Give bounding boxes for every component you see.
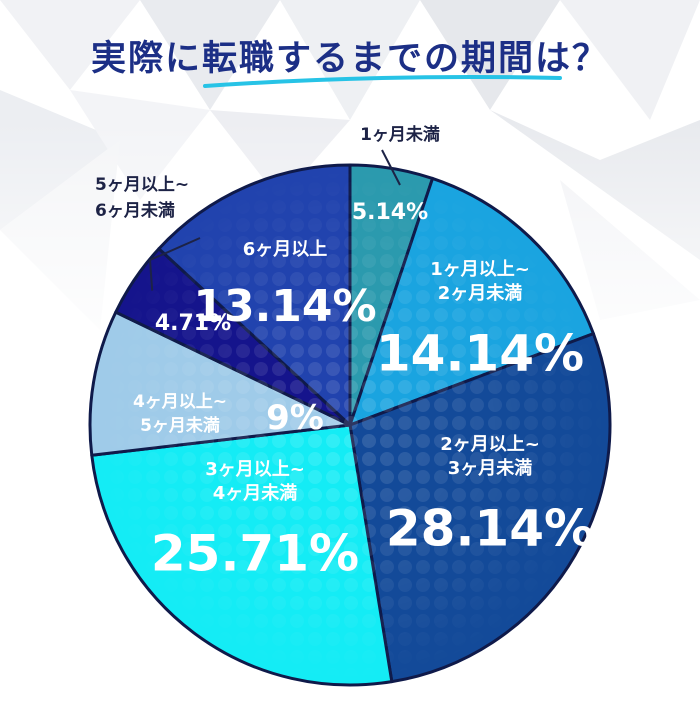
pie-slice-texture-0 (350, 165, 433, 425)
slice-label-2-line-1: 3ヶ月未満 (448, 457, 533, 479)
leader-line-5 (148, 237, 201, 291)
slice-label-1-line-0: 1ヶ月以上~ (430, 259, 530, 280)
title-underline (203, 75, 562, 88)
pie-slice-texture-5 (115, 248, 350, 425)
slice-value-6: 13.14% (193, 281, 376, 332)
slice-label-5-line-0: 5ヶ月以上~ (95, 175, 189, 195)
slice-value-1: 14.14% (376, 325, 584, 383)
slice-value-5: 4.71% (155, 311, 231, 336)
pie-slice-texture-2 (350, 333, 611, 682)
dot-texture (90, 165, 611, 686)
slice-label-2-line-0: 2ヶ月以上~ (440, 434, 540, 455)
slice-label-3-line-0: 3ヶ月以上~ (205, 459, 305, 480)
slice-label-4-line-0: 4ヶ月以上~ (133, 392, 227, 412)
slice-label-4-line-1: 5ヶ月未満 (140, 415, 220, 436)
slice-labels: 1ヶ月未満 5.14% 1ヶ月以上~2ヶ月未満 14.14% 2ヶ月以上~3ヶ月未満 28… (95, 124, 594, 583)
slice-label-5-line-1: 6ヶ月未満 (95, 200, 175, 221)
slice-label-1-line-1: 2ヶ月未満 (438, 282, 523, 304)
page-title: 実際に転職するまでの期間は？ (90, 39, 609, 79)
slice-value-0: 5.14% (352, 200, 428, 225)
slice-value-3: 25.71% (151, 525, 359, 583)
slice-value-2: 28.14% (386, 500, 594, 558)
pie-slice-texture-1 (350, 178, 594, 425)
pie-slice-texture-4 (90, 312, 351, 456)
slice-label-3-line-1: 4ヶ月未満 (213, 482, 298, 504)
pie-slice-texture-6 (158, 165, 350, 425)
pie-slice-texture-3 (91, 425, 392, 686)
slice-label-6-line-0: 6ヶ月以上 (243, 239, 328, 260)
slice-value-4: 9% (266, 398, 324, 438)
slice-label-0: 1ヶ月未満 (360, 124, 440, 145)
leader-line-0 (381, 149, 401, 186)
leader-lines (148, 149, 401, 291)
